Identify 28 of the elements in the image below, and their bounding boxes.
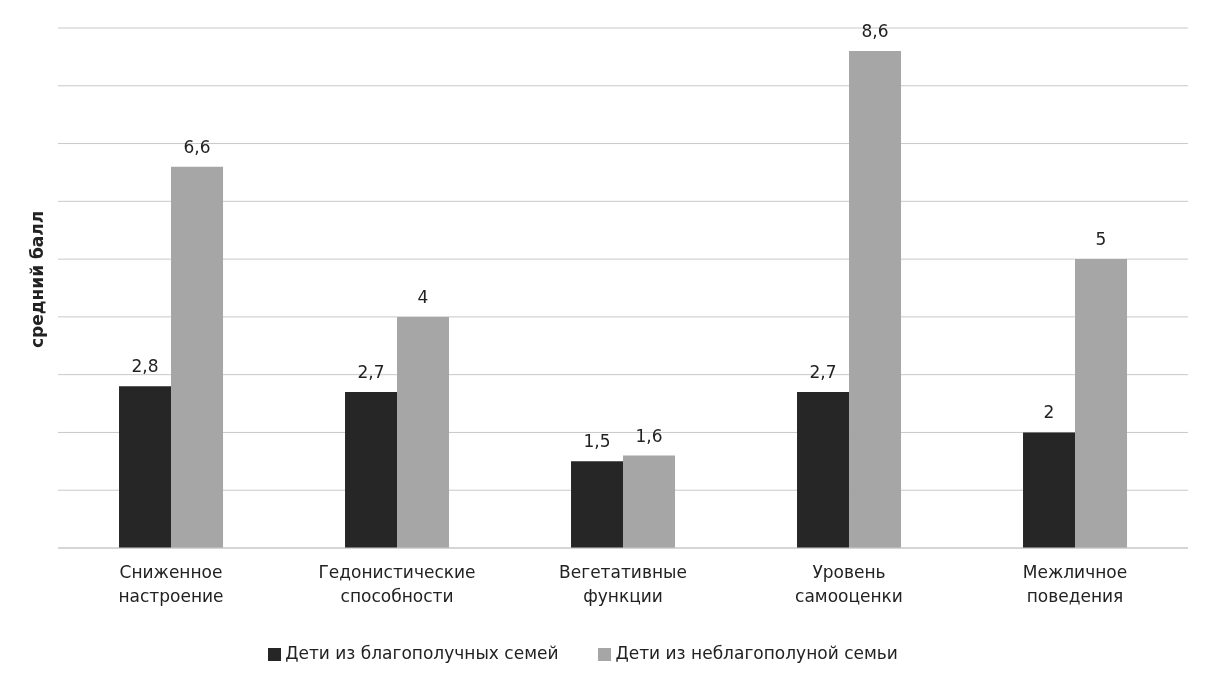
data-label: 4 xyxy=(417,286,429,307)
data-label: 1,5 xyxy=(583,431,611,452)
bar xyxy=(171,166,224,548)
bar xyxy=(797,392,850,548)
bar xyxy=(1023,432,1076,548)
data-label: 8,6 xyxy=(861,21,889,42)
data-label: 2,7 xyxy=(357,362,385,382)
legend-label: Дети из неблагополуной семьи xyxy=(615,643,898,663)
x-tick-label: Гедонистические способности xyxy=(318,562,476,606)
x-tick-label: Уровень самооценки xyxy=(795,562,903,606)
data-label: 1,6 xyxy=(635,425,663,446)
bar xyxy=(345,392,398,548)
x-tick-label: Сниженное настроение xyxy=(118,562,224,606)
data-label: 2,7 xyxy=(809,362,837,382)
bar xyxy=(1075,259,1128,548)
x-tick-label: Вегетативные функции xyxy=(559,562,687,606)
data-label: 2,8 xyxy=(131,356,159,377)
bar xyxy=(623,455,676,548)
bar xyxy=(571,461,624,548)
data-label: 6,6 xyxy=(183,136,211,157)
bar xyxy=(119,386,172,548)
x-tick-label: Межличное поведения xyxy=(1022,562,1128,606)
bar xyxy=(397,316,450,548)
data-label: 2 xyxy=(1043,402,1055,423)
data-label: 5 xyxy=(1095,229,1107,250)
legend-label: Дети из благополучных семей xyxy=(285,643,559,663)
y-axis-title: средний балл xyxy=(27,210,48,348)
bar xyxy=(849,51,902,548)
